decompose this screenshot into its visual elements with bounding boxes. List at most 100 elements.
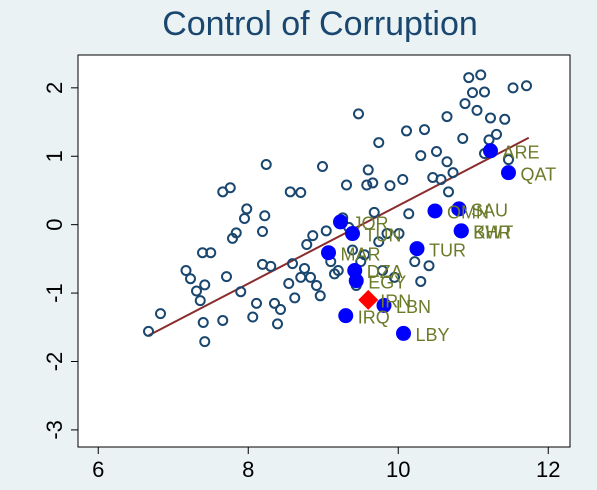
point xyxy=(499,113,511,125)
point-label: LBY xyxy=(416,325,450,345)
point-label: LBN xyxy=(396,297,431,317)
x-tick-label: 12 xyxy=(536,457,560,482)
point xyxy=(427,203,443,219)
point xyxy=(180,264,192,276)
point xyxy=(239,213,250,225)
point xyxy=(381,228,393,240)
point xyxy=(443,186,454,198)
point xyxy=(338,308,354,324)
point xyxy=(251,297,262,309)
point xyxy=(361,179,373,191)
point xyxy=(447,167,459,179)
point xyxy=(401,125,412,137)
point xyxy=(191,285,202,297)
point xyxy=(491,128,502,140)
x-tick-label: 6 xyxy=(92,457,104,482)
point-label: ARE xyxy=(503,143,540,163)
y-tick-label: 2 xyxy=(42,82,67,94)
point xyxy=(224,182,236,194)
point-label: IRN xyxy=(380,292,411,312)
point xyxy=(347,244,358,256)
point xyxy=(362,164,374,176)
point-label: DZA xyxy=(367,262,403,282)
point xyxy=(467,87,478,99)
point xyxy=(415,150,427,162)
y-tick-label: 0 xyxy=(42,219,67,231)
point-label: SAU xyxy=(471,201,508,221)
point xyxy=(143,325,154,337)
point xyxy=(483,143,498,159)
point xyxy=(373,236,385,248)
point xyxy=(301,239,313,251)
point xyxy=(358,289,379,310)
point xyxy=(373,137,385,149)
point-label: TUN xyxy=(365,225,402,245)
point xyxy=(283,277,295,289)
point xyxy=(217,314,229,326)
point-label: KWT xyxy=(473,223,513,243)
point xyxy=(235,286,247,298)
point-label: QAT xyxy=(521,164,557,184)
point xyxy=(376,297,392,313)
point xyxy=(396,325,411,341)
point-label: MAR xyxy=(341,244,381,264)
point xyxy=(299,262,310,274)
point xyxy=(423,260,435,272)
point xyxy=(287,258,298,270)
point xyxy=(384,180,396,192)
point xyxy=(345,226,360,242)
point xyxy=(503,154,514,166)
point xyxy=(431,145,442,157)
point xyxy=(403,208,415,220)
point xyxy=(359,249,370,261)
point-label: EGY xyxy=(368,273,406,293)
point xyxy=(485,112,496,124)
point xyxy=(471,104,483,116)
point xyxy=(475,69,487,81)
point xyxy=(441,156,453,168)
point xyxy=(321,245,336,261)
point xyxy=(367,177,379,189)
point xyxy=(241,203,253,215)
point xyxy=(341,179,352,191)
point-label: BHR xyxy=(473,223,511,243)
point xyxy=(457,132,469,144)
point xyxy=(409,256,421,268)
point xyxy=(409,241,425,257)
point-label: OMN xyxy=(447,203,489,223)
point xyxy=(435,174,447,186)
point xyxy=(521,80,532,92)
point xyxy=(451,201,467,217)
point xyxy=(397,174,409,186)
fit-line xyxy=(148,136,530,337)
point-label: TUR xyxy=(429,240,466,260)
point xyxy=(463,72,475,84)
point xyxy=(194,295,206,307)
point xyxy=(459,98,471,110)
point xyxy=(284,186,296,198)
point xyxy=(317,161,328,173)
point xyxy=(320,225,332,237)
point xyxy=(501,165,516,181)
point xyxy=(307,230,319,242)
point xyxy=(185,273,196,285)
point xyxy=(289,292,301,304)
point xyxy=(314,290,326,302)
point xyxy=(265,260,277,272)
point xyxy=(259,210,271,222)
point xyxy=(221,271,232,283)
point xyxy=(260,158,272,170)
point xyxy=(205,247,217,259)
y-tick-label: -3 xyxy=(42,420,67,440)
point-label: IRQ xyxy=(358,307,390,327)
point xyxy=(247,311,259,323)
point xyxy=(507,82,519,94)
point xyxy=(295,187,307,199)
point xyxy=(332,264,344,276)
point xyxy=(348,273,364,289)
y-tick-label: -1 xyxy=(42,283,67,303)
point xyxy=(393,228,405,240)
point xyxy=(389,271,400,283)
point xyxy=(377,264,388,276)
